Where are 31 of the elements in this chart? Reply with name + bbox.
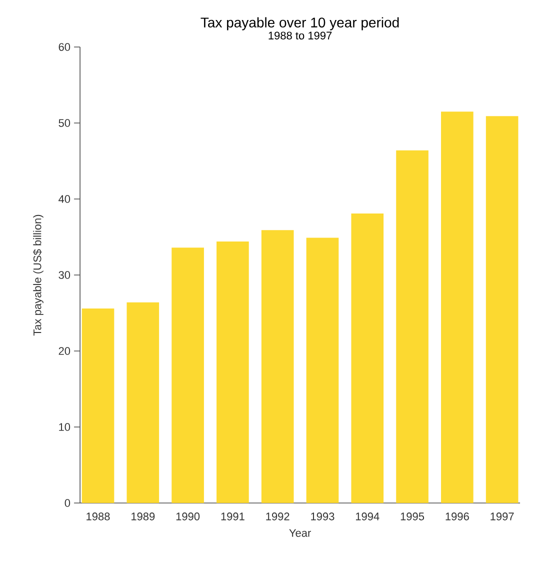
chart-title: Tax payable over 10 year period [200, 17, 399, 30]
chart-subtitle: 1988 to 1997 [268, 32, 332, 40]
x-tick-label: 1989 [131, 512, 155, 520]
y-tick-label: 40 [58, 195, 70, 203]
bar [351, 213, 384, 503]
bar [441, 112, 474, 503]
x-tick-label: 1993 [311, 512, 334, 520]
bar [82, 308, 114, 503]
bar [306, 238, 339, 503]
y-axis-title: Tax payable (US$ billion) [32, 214, 44, 336]
x-tick-label: 1988 [86, 512, 110, 520]
x-tick-label: 1995 [400, 512, 424, 520]
x-axis-title: Year [289, 529, 311, 537]
y-tick-label: 20 [58, 347, 70, 355]
y-tick-label: 30 [58, 271, 70, 279]
x-tick-label: 1990 [176, 512, 200, 520]
y-tick-label: 60 [58, 43, 70, 51]
y-tick-label: 50 [58, 119, 70, 127]
x-tick-label: 1996 [446, 512, 469, 520]
bar [486, 116, 518, 503]
y-tick-label: 10 [59, 423, 70, 431]
bar [172, 248, 204, 503]
x-tick-label: 1997 [490, 512, 514, 520]
bar [396, 150, 428, 503]
bar [261, 230, 294, 503]
x-tick-label: 1991 [221, 512, 244, 520]
bar [216, 242, 249, 503]
x-tick-label: 1994 [356, 512, 380, 520]
y-tick-label: 0 [64, 499, 70, 507]
x-tick-label: 1992 [266, 512, 290, 520]
bar [126, 302, 160, 503]
